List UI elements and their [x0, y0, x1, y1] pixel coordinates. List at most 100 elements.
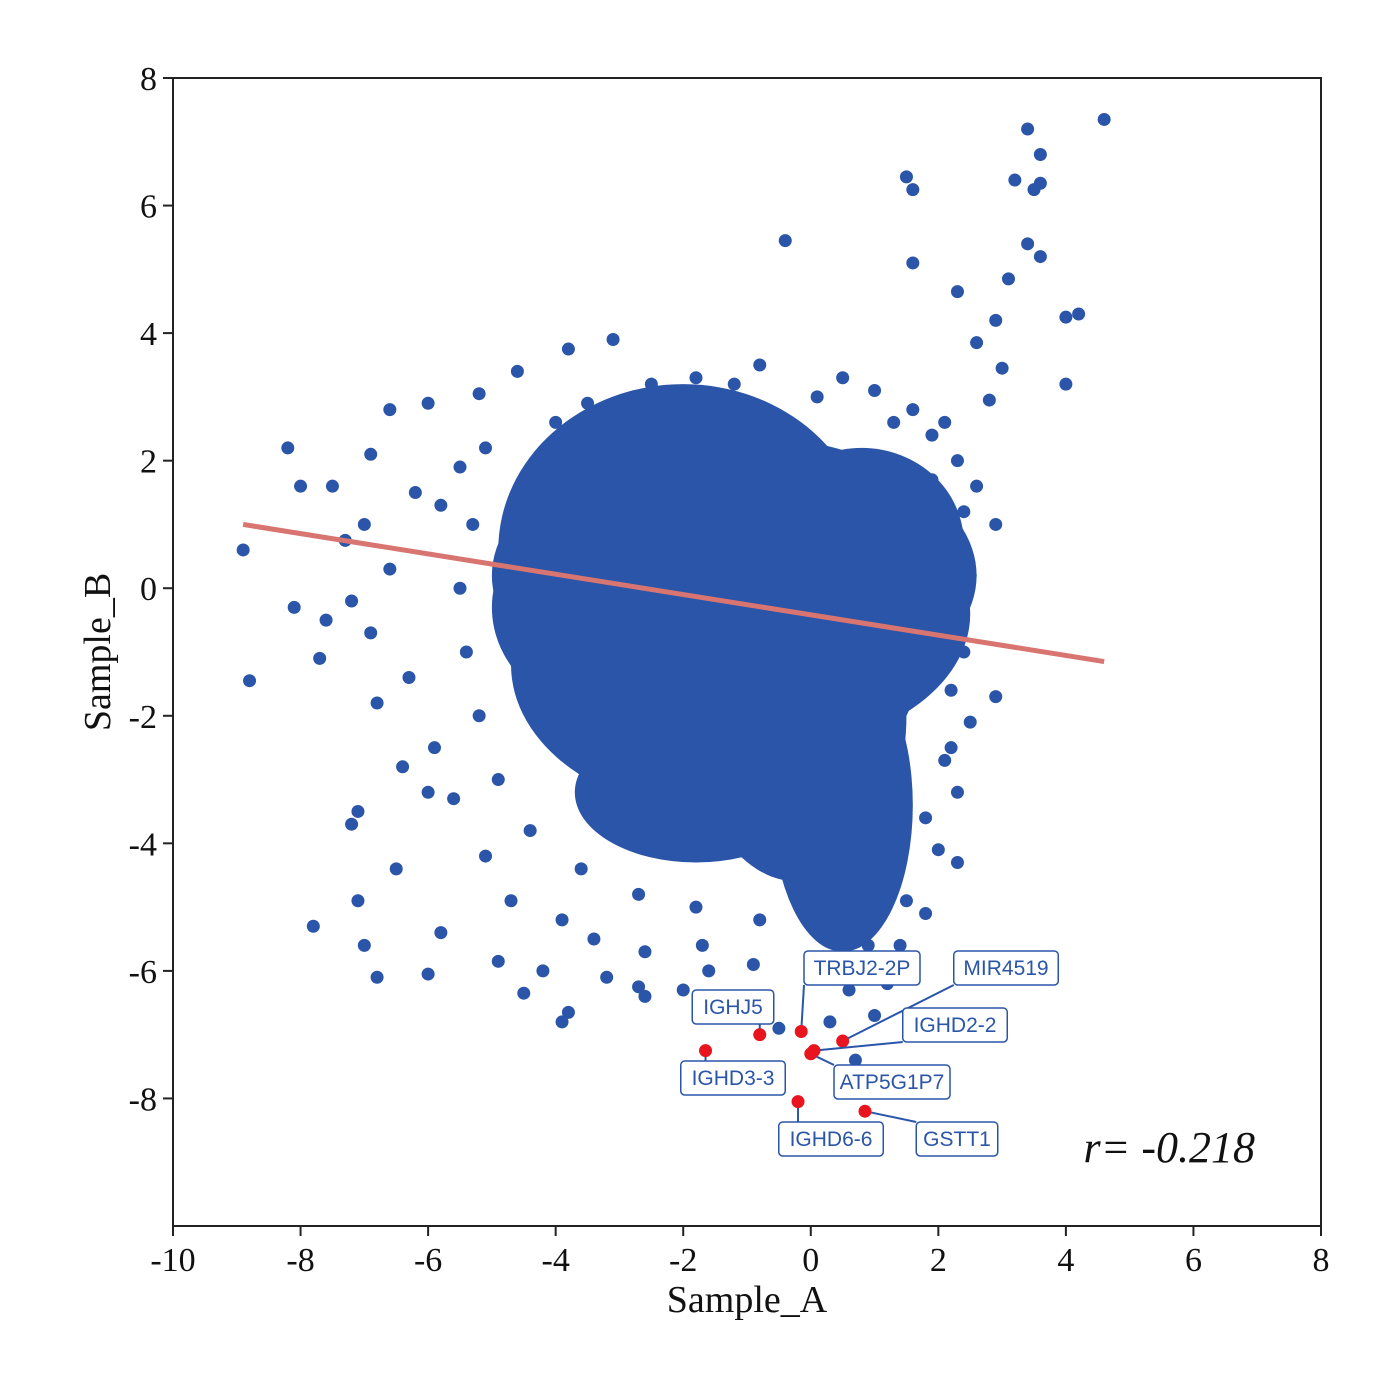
data-point: [689, 900, 703, 914]
data-point: [644, 377, 658, 391]
data-point: [408, 486, 422, 500]
highlighted-point: [791, 1095, 805, 1109]
x-tick-label: -6: [414, 1242, 442, 1279]
regression-line: [242, 521, 1105, 665]
data-point: [848, 1053, 862, 1067]
y-tick-label: -8: [129, 1081, 157, 1118]
gene-label: IGHD6-6: [790, 1128, 873, 1151]
data-point: [836, 371, 850, 385]
x-tick-label: 2: [930, 1242, 947, 1279]
y-tick-label: 8: [140, 61, 157, 98]
data-point: [1033, 176, 1047, 190]
data-point: [523, 824, 537, 838]
data-point: [434, 498, 448, 512]
y-tick-label: -2: [129, 699, 157, 736]
gene-label: IGHD3-3: [692, 1067, 775, 1090]
data-point: [555, 913, 569, 927]
data-point: [887, 415, 901, 429]
data-point: [663, 390, 677, 404]
data-point: [938, 530, 952, 544]
data-point: [370, 970, 384, 984]
data-point: [906, 183, 920, 197]
data-point: [472, 709, 486, 723]
data-point: [479, 849, 493, 863]
data-point: [868, 1009, 882, 1023]
point-cloud-region: [574, 722, 818, 863]
data-point: [243, 674, 257, 688]
data-point: [970, 336, 984, 350]
data-point: [383, 403, 397, 417]
gene-label-box: [953, 950, 1059, 986]
y-tick-label: -4: [129, 826, 157, 863]
data-point: [970, 479, 984, 493]
data-point: [555, 1015, 569, 1029]
data-point: [447, 792, 461, 806]
x-tick-label: -2: [669, 1242, 697, 1279]
data-point: [938, 415, 952, 429]
data-point: [906, 256, 920, 270]
data-point: [919, 811, 933, 825]
data-point: [982, 393, 996, 407]
data-point: [491, 773, 505, 787]
correlation-label: r= -0.218: [1084, 1123, 1255, 1172]
data-point: [989, 517, 1003, 531]
data-point: [963, 715, 977, 729]
data-point: [957, 505, 971, 519]
highlighted-point: [804, 1047, 818, 1061]
y-tick-label: 0: [140, 571, 157, 608]
data-point: [938, 753, 952, 767]
x-tick-label: -8: [286, 1242, 314, 1279]
y-tick-label: -6: [129, 954, 157, 991]
data-point: [1059, 377, 1073, 391]
data-point: [868, 384, 882, 398]
point-cloud-region: [772, 658, 913, 952]
x-axis: -10 -8 -6 -4 -2 0 2 4 6 8: [150, 1226, 1330, 1279]
data-point: [466, 517, 480, 531]
data-point: [989, 313, 1003, 327]
data-point: [1001, 272, 1015, 286]
x-tick-label: 6: [1185, 1242, 1202, 1279]
label-leader-line: [842, 984, 955, 1042]
data-point: [1097, 112, 1111, 126]
data-point: [459, 645, 473, 659]
gene-label-box: [902, 1007, 1008, 1043]
highlighted-point: [753, 1028, 767, 1042]
y-tick-label: 6: [140, 189, 157, 226]
data-point: [581, 396, 595, 410]
x-tick-label: 0: [802, 1242, 819, 1279]
data-point: [491, 954, 505, 968]
label-leader-line: [864, 1110, 917, 1123]
data-points: [236, 112, 1111, 1067]
data-point: [472, 387, 486, 401]
data-point: [421, 967, 435, 981]
data-point: [561, 1005, 575, 1019]
data-point: [510, 364, 524, 378]
data-point: [1072, 307, 1086, 321]
data-point: [294, 479, 308, 493]
data-point: [753, 913, 767, 927]
gene-label: TRBJ2-2P: [814, 957, 911, 980]
data-point: [957, 645, 971, 659]
data-point: [695, 938, 709, 952]
data-point: [549, 415, 563, 429]
data-point: [389, 862, 403, 876]
gene-label-box: [803, 950, 921, 986]
data-point: [236, 543, 250, 557]
y-tick-label: 2: [140, 444, 157, 481]
data-point: [995, 361, 1009, 375]
data-point: [370, 696, 384, 710]
data-point: [632, 980, 646, 994]
gene-label: ATP5G1P7: [840, 1071, 945, 1094]
data-point: [1033, 250, 1047, 264]
data-point: [351, 804, 365, 818]
data-point: [453, 460, 467, 474]
plot-frame: [172, 77, 1322, 1227]
data-point: [746, 958, 760, 972]
data-point: [772, 1021, 786, 1035]
x-tick-label: 8: [1313, 1242, 1330, 1279]
data-point: [319, 613, 333, 627]
data-point: [402, 671, 416, 685]
data-point: [944, 683, 958, 697]
data-point: [893, 938, 907, 952]
